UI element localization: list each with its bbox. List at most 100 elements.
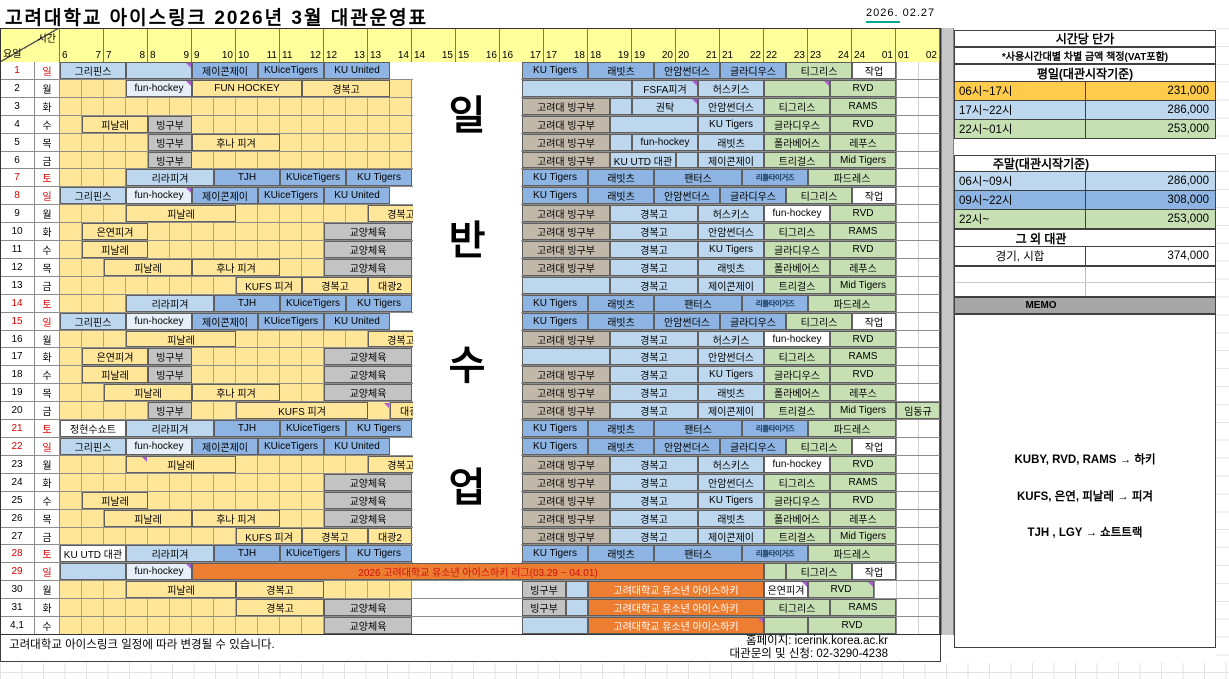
- schedule-block[interactable]: 레푸스: [830, 510, 896, 527]
- schedule-block[interactable]: 래빗츠: [588, 420, 654, 437]
- price-value[interactable]: 374,000: [1167, 250, 1209, 262]
- schedule-block[interactable]: 그리핀스: [60, 62, 126, 79]
- schedule-block[interactable]: 교양체육: [324, 599, 412, 616]
- schedule-block[interactable]: 레푸스: [830, 259, 896, 276]
- schedule-block-empty[interactable]: [610, 134, 632, 151]
- schedule-block[interactable]: 그리핀스: [60, 187, 126, 204]
- schedule-block[interactable]: 정현수쇼트: [60, 420, 126, 437]
- schedule-block[interactable]: 교양체육: [324, 510, 412, 527]
- schedule-block[interactable]: 고려대 빙구부: [522, 205, 610, 222]
- schedule-block[interactable]: 피날레: [82, 116, 148, 133]
- schedule-block[interactable]: 래빗츠: [588, 187, 654, 204]
- schedule-block[interactable]: 피날레: [104, 384, 192, 401]
- schedule-block[interactable]: 제이콘제이: [192, 187, 258, 204]
- schedule-block[interactable]: 팬터스: [654, 295, 742, 312]
- schedule-block[interactable]: 허스키스: [698, 80, 764, 97]
- schedule-block[interactable]: 폴라베어스: [764, 384, 830, 401]
- schedule-block[interactable]: 레푸스: [830, 384, 896, 401]
- schedule-block[interactable]: KU Tigers: [522, 545, 588, 562]
- schedule-block[interactable]: fun-hockey: [126, 313, 192, 330]
- schedule-block-empty[interactable]: [764, 80, 830, 97]
- schedule-block[interactable]: 티그리스: [764, 223, 830, 240]
- schedule-block[interactable]: KU Tigers: [346, 420, 412, 437]
- schedule-block-empty[interactable]: [676, 152, 698, 168]
- schedule-block[interactable]: 피날레: [82, 492, 148, 509]
- schedule-block[interactable]: 빙구부: [148, 366, 192, 383]
- schedule-block[interactable]: 경복고: [610, 474, 698, 491]
- schedule-block[interactable]: fun-hockey: [764, 205, 830, 222]
- schedule-block[interactable]: 제이콘제이: [698, 152, 764, 168]
- schedule-block[interactable]: 경복고: [610, 456, 698, 473]
- schedule-block[interactable]: KUiceTigers: [258, 62, 324, 79]
- schedule-block[interactable]: fun-hockey: [632, 134, 698, 151]
- schedule-block[interactable]: fun-hockey: [126, 438, 192, 455]
- schedule-block-empty[interactable]: [522, 277, 610, 294]
- schedule-block[interactable]: TJH: [214, 169, 280, 186]
- schedule-block[interactable]: RVD: [830, 456, 896, 473]
- schedule-block[interactable]: RVD: [808, 581, 874, 598]
- schedule-block[interactable]: 트리걸스: [764, 152, 830, 168]
- schedule-block[interactable]: 고려대학교 유소년 아이스하키: [588, 617, 764, 634]
- schedule-block[interactable]: KU Tigers: [522, 62, 588, 79]
- schedule-block-empty[interactable]: [522, 80, 632, 97]
- schedule-block[interactable]: 리라피겨: [126, 420, 214, 437]
- schedule-block[interactable]: 대광2: [368, 277, 412, 294]
- schedule-block[interactable]: 경복고: [610, 259, 698, 276]
- schedule-block[interactable]: 티그리스: [786, 563, 852, 580]
- schedule-block-empty[interactable]: [522, 348, 610, 365]
- schedule-block[interactable]: RAMS: [830, 599, 896, 616]
- schedule-block-empty[interactable]: [764, 563, 786, 580]
- schedule-block[interactable]: KU Tigers: [698, 366, 764, 383]
- schedule-block[interactable]: 은연피겨: [82, 348, 148, 365]
- schedule-block[interactable]: KU Tigers: [522, 313, 588, 330]
- schedule-block[interactable]: 허스키스: [698, 331, 764, 347]
- schedule-block[interactable]: FUN HOCKEY: [192, 80, 302, 97]
- schedule-block[interactable]: 허스키스: [698, 456, 764, 473]
- schedule-block[interactable]: KUFS 피겨: [236, 528, 302, 544]
- schedule-block[interactable]: 고려대 빙구부: [522, 134, 610, 151]
- schedule-block[interactable]: 제이콘제이: [192, 62, 258, 79]
- schedule-block[interactable]: Mid Tigers: [830, 528, 896, 544]
- schedule-block[interactable]: 경복고: [610, 331, 698, 347]
- price-value[interactable]: 253,000: [1167, 213, 1209, 225]
- schedule-block[interactable]: 후나 피겨: [192, 259, 280, 276]
- schedule-block[interactable]: RAMS: [830, 98, 896, 115]
- schedule-block[interactable]: 피날레: [126, 331, 236, 347]
- schedule-block[interactable]: KU Tigers: [522, 187, 588, 204]
- schedule-block[interactable]: 리틀타이거즈: [742, 169, 808, 186]
- schedule-block[interactable]: 피날레: [104, 259, 192, 276]
- schedule-block[interactable]: fun-hockey: [764, 331, 830, 347]
- schedule-block[interactable]: 티그리스: [764, 348, 830, 365]
- schedule-block[interactable]: 경복고: [302, 277, 368, 294]
- schedule-block[interactable]: 티그리스: [764, 98, 830, 115]
- schedule-block[interactable]: 피날레: [82, 366, 148, 383]
- schedule-block[interactable]: KU Tigers: [698, 492, 764, 509]
- schedule-block[interactable]: 고려대 빙구부: [522, 241, 610, 258]
- schedule-block[interactable]: 안암썬더스: [654, 438, 720, 455]
- schedule-block[interactable]: 파드레스: [808, 545, 896, 562]
- schedule-block[interactable]: 경복고: [610, 348, 698, 365]
- schedule-block-empty[interactable]: [610, 98, 632, 115]
- schedule-block[interactable]: 래빗츠: [588, 313, 654, 330]
- schedule-block[interactable]: fun-hockey: [764, 456, 830, 473]
- schedule-block[interactable]: 팬터스: [654, 420, 742, 437]
- schedule-block[interactable]: 교양체육: [324, 384, 412, 401]
- schedule-block[interactable]: KUiceTigers: [280, 545, 346, 562]
- schedule-block[interactable]: 글라디우스: [764, 366, 830, 383]
- schedule-block[interactable]: 티그리스: [786, 313, 852, 330]
- schedule-block[interactable]: 안암썬더스: [698, 98, 764, 115]
- schedule-block[interactable]: 폴라베어스: [764, 134, 830, 151]
- schedule-block[interactable]: 티그리스: [786, 62, 852, 79]
- schedule-block[interactable]: 빙구부: [148, 152, 192, 168]
- schedule-block-empty[interactable]: [566, 599, 588, 616]
- schedule-block[interactable]: 티그리스: [786, 438, 852, 455]
- schedule-block[interactable]: 글라디우스: [720, 62, 786, 79]
- schedule-block[interactable]: 고려대 빙구부: [522, 223, 610, 240]
- schedule-block[interactable]: 트리걸스: [764, 528, 830, 544]
- schedule-block[interactable]: KUiceTigers: [258, 438, 324, 455]
- schedule-block[interactable]: 래빗츠: [588, 62, 654, 79]
- schedule-block[interactable]: Mid Tigers: [830, 152, 896, 168]
- schedule-block[interactable]: 경복고: [610, 277, 698, 294]
- schedule-block[interactable]: 고려대 빙구부: [522, 402, 610, 419]
- schedule-block[interactable]: 리라피겨: [126, 545, 214, 562]
